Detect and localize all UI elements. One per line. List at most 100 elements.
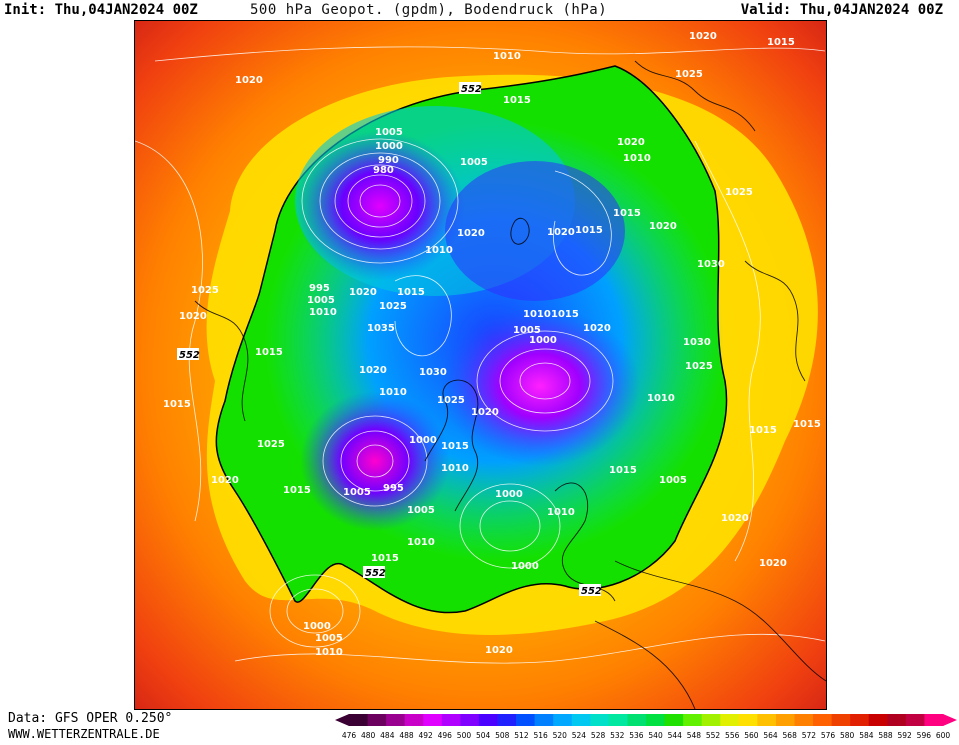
isobars <box>135 46 826 664</box>
pressure-label: 1005 <box>343 487 371 498</box>
colorbar-swatch <box>590 714 610 726</box>
colorbar-swatch <box>738 714 758 726</box>
pressure-label: 1010 <box>315 647 343 658</box>
pressure-label: 1020 <box>471 407 499 418</box>
colorbar-tick-label: 568 <box>783 731 798 740</box>
pressure-label: 1025 <box>685 361 713 372</box>
pressure-label: 1005 <box>315 633 343 644</box>
pressure-label: 1015 <box>609 465 637 476</box>
colorbar-tick-label: 544 <box>668 731 683 740</box>
colorbar-swatch <box>720 714 740 726</box>
pressure-label: 1020 <box>211 475 239 486</box>
colorbar-tick-label: 528 <box>591 731 606 740</box>
pressure-label: 1010 <box>407 537 435 548</box>
colorbar-tick-label: 592 <box>898 731 913 740</box>
colorbar-tick-label: 492 <box>418 731 433 740</box>
colorbar-tick-label: 556 <box>725 731 740 740</box>
svg-text:552: 552 <box>365 568 386 579</box>
colorbar-tick-label: 540 <box>648 731 663 740</box>
pressure-label: 1005 <box>513 325 541 336</box>
colorbar-swatch <box>646 714 666 726</box>
colorbar-swatch <box>850 714 870 726</box>
website-link[interactable]: WWW.WETTERZENTRALE.DE <box>8 727 160 741</box>
pressure-label: 1000 <box>495 489 523 500</box>
colorbar-swatch <box>683 714 703 726</box>
pressure-label: 1010 <box>547 507 575 518</box>
colorbar-swatch <box>478 714 498 726</box>
colorbar-tick-label: 476 <box>342 731 357 740</box>
pressure-label: 1020 <box>721 513 749 524</box>
pressure-label: 1010 <box>523 309 551 320</box>
pressure-labels: 1020 1010 1020 1015 1025 1015 1005 1000 … <box>163 31 821 658</box>
pressure-label: 1025 <box>725 187 753 198</box>
pressure-label: 1020 <box>485 645 513 656</box>
map-canvas: 552 552 552 552 1020 1010 1020 1015 1025… <box>135 21 826 709</box>
colorbar-tick-label: 584 <box>859 731 874 740</box>
colorbar-tick-label: 552 <box>706 731 721 740</box>
low-southwest <box>300 391 450 531</box>
552-contour-labels: 552 552 552 552 <box>177 82 602 597</box>
colorbar-swatch <box>460 714 480 726</box>
weather-map[interactable]: 552 552 552 552 1020 1010 1020 1015 1025… <box>134 20 827 710</box>
pressure-label: 1020 <box>689 31 717 42</box>
colorbar-tick-label: 572 <box>802 731 817 740</box>
pressure-label: 1020 <box>179 311 207 322</box>
colorbar-arrow-right <box>943 714 957 726</box>
pressure-label: 1015 <box>371 553 399 564</box>
pressure-label: 1005 <box>375 127 403 138</box>
colorbar-swatch <box>441 714 461 726</box>
colorbar-swatch <box>868 714 888 726</box>
low-northwest <box>295 131 465 281</box>
colorbar-tick-label: 576 <box>821 731 836 740</box>
pressure-label: 1010 <box>441 463 469 474</box>
pressure-label: 1010 <box>309 307 337 318</box>
colorbar-svg: 476 480 484 488 492 496 500 504 508 512 516 520 524 5… <box>335 714 957 740</box>
pressure-label: 1025 <box>675 69 703 80</box>
colorbar-swatch <box>534 714 554 726</box>
svg-text:552: 552 <box>179 350 200 361</box>
valid-time: Valid: Thu,04JAN2024 00Z <box>740 2 943 18</box>
colorbar-arrow-left <box>335 714 349 726</box>
pressure-label: 1020 <box>359 365 387 376</box>
pressure-label: 1010 <box>623 153 651 164</box>
pressure-label: 1005 <box>659 475 687 486</box>
pressure-label: 1025 <box>437 395 465 406</box>
colorbar-tick-label: 508 <box>495 731 510 740</box>
colorbar-tick-label: 600 <box>936 731 951 740</box>
pressure-label: 1010 <box>379 387 407 398</box>
pressure-label: 1020 <box>457 228 485 239</box>
pressure-label: 1015 <box>551 309 579 320</box>
colorbar-tick-label: 596 <box>917 731 932 740</box>
colorbar-tick-label: 532 <box>610 731 625 740</box>
pressure-label: 1020 <box>547 227 575 238</box>
colorbar-tick-label: 524 <box>572 731 587 740</box>
colorbar-swatch <box>516 714 536 726</box>
colorbar-swatch <box>924 714 944 726</box>
pressure-label: 1015 <box>283 485 311 496</box>
pressure-label: 1030 <box>697 259 725 270</box>
pressure-label: 1010 <box>425 245 453 256</box>
colorbar-tick-label: 520 <box>553 731 568 740</box>
blue-trough <box>445 161 625 301</box>
map-title: 500 hPa Geopot. (gpdm), Bodendruck (hPa) <box>250 2 608 18</box>
pressure-label: 1015 <box>397 287 425 298</box>
pressure-label: 1025 <box>191 285 219 296</box>
colorbar-swatch <box>831 714 851 726</box>
pressure-label: 1005 <box>407 505 435 516</box>
colorbar-swatch <box>497 714 517 726</box>
colorbar-tick-label: 484 <box>380 731 395 740</box>
pressure-label: 990 <box>378 155 399 166</box>
pressure-label: 1020 <box>617 137 645 148</box>
colorbar-swatch <box>775 714 795 726</box>
colorbar-swatch <box>404 714 424 726</box>
pressure-label: 1035 <box>367 323 395 334</box>
pressure-label: 1005 <box>460 157 488 168</box>
colorbar-swatch <box>701 714 721 726</box>
pressure-label: 1000 <box>529 335 557 346</box>
colorbar-swatch <box>349 714 369 726</box>
pressure-label: 1005 <box>307 295 335 306</box>
pressure-label: 1000 <box>375 141 403 152</box>
colorbar-swatch <box>757 714 777 726</box>
pressure-label: 1025 <box>379 301 407 312</box>
pressure-label: 1015 <box>793 419 821 430</box>
